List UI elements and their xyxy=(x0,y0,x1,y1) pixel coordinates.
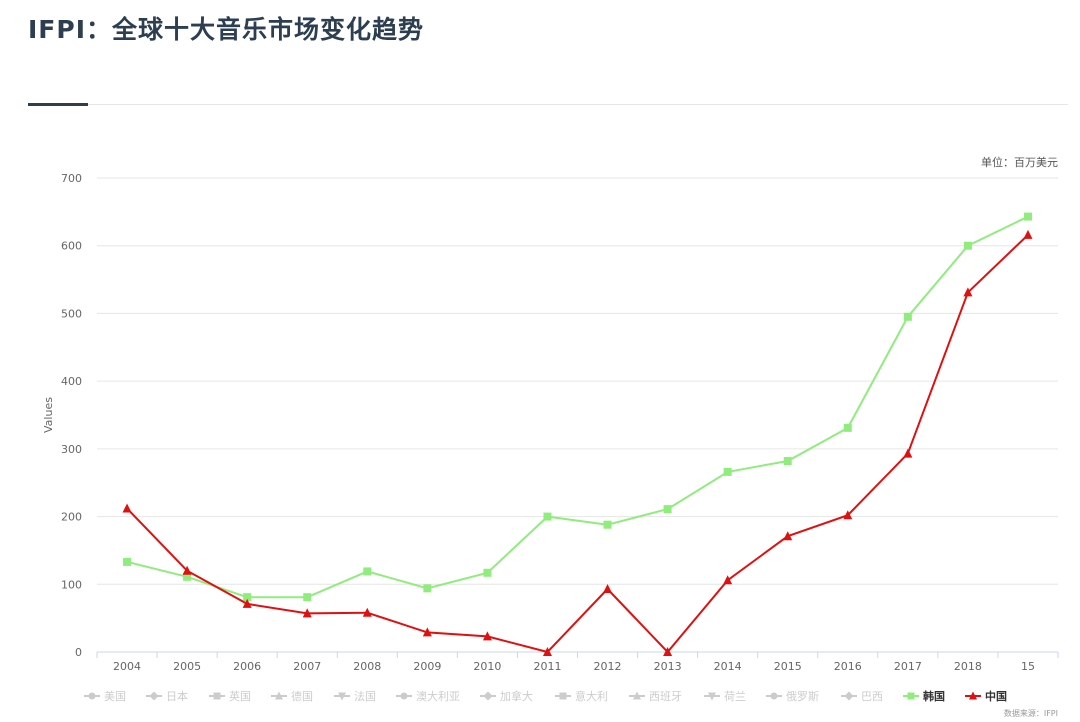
data-point xyxy=(663,505,672,514)
data-point xyxy=(723,467,732,476)
data-point xyxy=(422,627,432,637)
legend-item-label: 韩国 xyxy=(923,689,945,703)
data-point xyxy=(783,457,792,466)
data-point xyxy=(963,241,972,250)
legend-item-label: 俄罗斯 xyxy=(786,690,819,703)
data-point xyxy=(843,510,853,520)
x-tick-label: 2004 xyxy=(113,660,141,673)
series-line-0 xyxy=(126,215,1029,599)
y-tick-label: 100 xyxy=(61,578,82,591)
data-point xyxy=(362,607,372,617)
legend-marker xyxy=(88,692,96,700)
data-point xyxy=(242,598,252,608)
data-point xyxy=(243,593,252,602)
x-tick-label: 2006 xyxy=(233,660,261,673)
legend-marker xyxy=(633,691,641,700)
legend-item-label: 英国 xyxy=(229,689,251,703)
x-tick-label: 2010 xyxy=(473,660,501,673)
legend-marker xyxy=(400,692,408,700)
data-point xyxy=(303,593,312,602)
x-tick-label: 2011 xyxy=(533,660,561,673)
y-tick-label: 500 xyxy=(61,307,82,320)
legend-item-label: 日本 xyxy=(166,689,188,703)
x-tick-label: 2012 xyxy=(594,660,622,673)
data-point xyxy=(543,512,552,521)
x-tick-label: 2008 xyxy=(353,660,381,673)
y-axis-title: Values xyxy=(42,397,55,433)
legend-marker xyxy=(213,692,221,700)
legend-item-label: 巴西 xyxy=(861,690,883,703)
title-divider xyxy=(28,104,1068,105)
legend-item-label: 意大利 xyxy=(575,689,608,703)
data-point xyxy=(542,647,552,656)
legend-item-label: 西班牙 xyxy=(649,690,682,703)
x-tick-label: 2016 xyxy=(834,660,862,673)
legend-marker xyxy=(708,692,716,701)
x-tick-label: 2009 xyxy=(413,660,441,673)
legend-item-label: 法国 xyxy=(354,689,376,703)
data-point xyxy=(963,287,973,297)
y-tick-label: 700 xyxy=(61,172,82,185)
data-point xyxy=(183,572,192,581)
legend-marker xyxy=(483,691,493,701)
legend-marker xyxy=(844,691,854,701)
data-point xyxy=(1023,229,1033,239)
unit-note: 单位：百万美元 xyxy=(981,156,1058,169)
data-point xyxy=(783,531,793,541)
data-point xyxy=(903,448,913,458)
data-point xyxy=(122,503,132,513)
x-tick-label: 15 xyxy=(1021,660,1035,673)
legend-item-label: 中国 xyxy=(985,689,1007,703)
data-point xyxy=(843,423,852,432)
legend-item-label: 美国 xyxy=(104,690,126,703)
data-point xyxy=(903,312,912,321)
x-tick-label: 2018 xyxy=(954,660,982,673)
title-accent-bar xyxy=(28,103,88,106)
legend-marker xyxy=(338,692,346,701)
data-point xyxy=(423,584,432,593)
x-tick-label: 2014 xyxy=(714,660,742,673)
y-tick-label: 400 xyxy=(61,375,82,388)
data-point xyxy=(603,584,613,594)
page-title: IFPI：全球十大音乐市场变化趋势 xyxy=(28,15,425,44)
legend-marker xyxy=(149,691,159,701)
legend-item-label: 加拿大 xyxy=(500,689,533,703)
legend-item-label: 荷兰 xyxy=(724,690,746,703)
legend-marker xyxy=(907,692,915,700)
legend-item-label: 德国 xyxy=(291,689,313,703)
y-tick-label: 600 xyxy=(61,240,82,253)
x-tick-label: 2013 xyxy=(654,660,682,673)
legend-marker xyxy=(969,691,977,700)
legend-marker xyxy=(275,691,283,700)
data-point xyxy=(723,575,733,585)
data-point xyxy=(1023,212,1032,221)
data-point xyxy=(302,608,312,618)
legend-marker xyxy=(770,692,778,700)
x-tick-label: 2005 xyxy=(173,660,201,673)
data-point xyxy=(482,631,492,641)
legend-item-label: 澳大利亚 xyxy=(416,689,460,703)
data-point xyxy=(182,565,192,575)
y-tick-label: 300 xyxy=(61,443,82,456)
data-point xyxy=(123,557,132,566)
y-tick-label: 0 xyxy=(75,646,82,659)
data-point xyxy=(483,568,492,577)
data-point xyxy=(663,647,673,656)
data-point xyxy=(603,520,612,529)
data-point xyxy=(363,567,372,576)
x-tick-label: 2017 xyxy=(894,660,922,673)
x-tick-label: 2015 xyxy=(774,660,802,673)
legend-marker xyxy=(559,692,567,700)
x-tick-label: 2007 xyxy=(293,660,321,673)
series-line-1 xyxy=(126,234,1029,654)
y-tick-label: 200 xyxy=(61,511,82,524)
source-note: 数据来源：IFPI xyxy=(1003,709,1058,718)
